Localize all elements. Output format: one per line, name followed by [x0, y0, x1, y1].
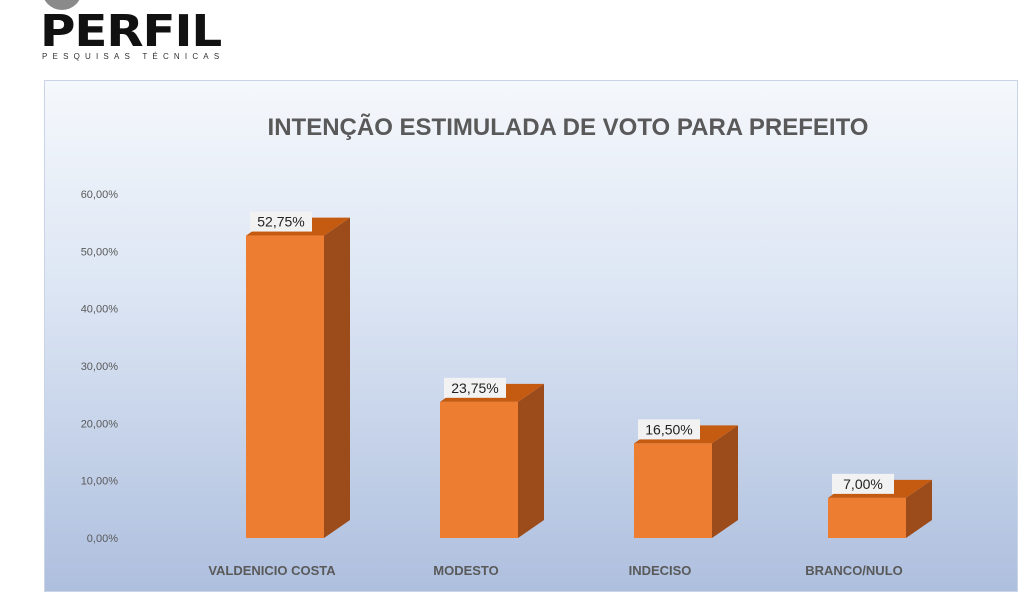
bar-group: 23,75%	[440, 377, 544, 538]
data-label: 7,00%	[843, 476, 883, 492]
bar	[246, 235, 324, 539]
y-tick-label: 10,00%	[81, 476, 119, 488]
y-axis: 0,00% 10,00% 20,00% 30,00% 40,00% 50,00% 60,00…	[81, 189, 119, 545]
data-label-bg	[250, 211, 312, 232]
x-category-label: BRANCO/NULO	[805, 563, 903, 578]
chart-panel: INTENÇÃO ESTIMULADA DE VOTO PARA PREFEIT…	[44, 80, 1018, 592]
data-label: 16,50%	[645, 421, 692, 437]
chart-title: INTENÇÃO ESTIMULADA DE VOTO PARA PREFEIT…	[268, 113, 869, 141]
x-axis: VALDENICIO COSTA MODESTO INDECISO BRANCO/NU…	[208, 563, 902, 578]
y-tick-label: 20,00%	[81, 418, 119, 430]
data-label-bg	[832, 473, 894, 494]
y-tick-label: 50,00%	[81, 246, 119, 258]
bar-side	[324, 217, 350, 539]
data-label-bg	[638, 419, 700, 440]
logo-tagline: PESQUISAS TÉCNICAS	[42, 52, 225, 61]
bar-side	[518, 383, 544, 538]
bar-side	[906, 479, 932, 538]
y-tick-label: 40,00%	[81, 304, 119, 316]
logo-circle-icon	[42, 0, 82, 10]
bar-group: 16,50%	[634, 419, 738, 538]
data-label: 23,75%	[451, 380, 498, 396]
bar-group: 52,75%	[246, 211, 350, 539]
bar	[634, 443, 712, 538]
bar-group: 7,00%	[828, 473, 932, 538]
bar	[828, 497, 906, 538]
data-label: 52,75%	[257, 214, 304, 230]
y-tick-label: 30,00%	[81, 361, 119, 373]
x-category-label: VALDENICIO COSTA	[208, 563, 336, 578]
logo-wordmark: PERFIL	[40, 6, 222, 57]
bar-side	[712, 425, 738, 538]
y-tick-label: 0,00%	[87, 533, 118, 545]
x-category-label: MODESTO	[433, 563, 499, 578]
data-label-bg	[444, 377, 506, 398]
perfil-logo: PERFIL PESQUISAS TÉCNICAS	[40, 0, 240, 64]
bar	[440, 401, 518, 538]
bar-chart: INTENÇÃO ESTIMULADA DE VOTO PARA PREFEIT…	[81, 113, 932, 578]
x-category-label: INDECISO	[629, 563, 692, 578]
y-tick-label: 60,00%	[81, 189, 119, 201]
bars: 52,75% 23,75% 16,50% 7,00%	[246, 211, 932, 539]
